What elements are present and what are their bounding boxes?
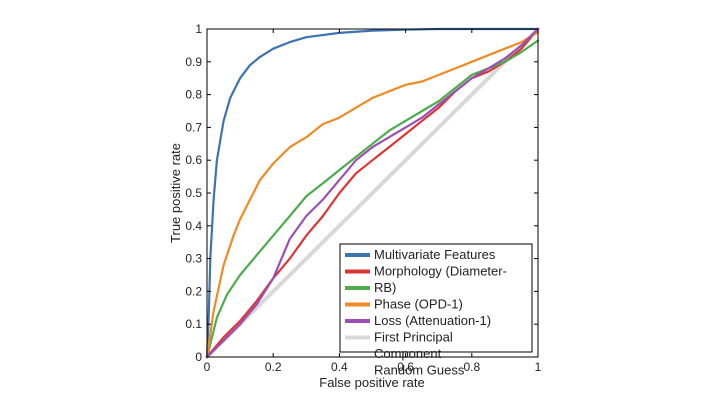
x-tick-label: 0.4 (331, 360, 348, 374)
y-tick-label: 0.3 (185, 252, 202, 266)
series-line-random-guess (205, 27, 540, 359)
series-line-morphology-diameter-rb (205, 27, 540, 359)
y-tick-label: 0.8 (185, 88, 202, 102)
x-tick-label: 0 (204, 360, 211, 374)
legend-label: Phase (OPD-1) (374, 297, 463, 312)
legend-label: First Principal (374, 330, 453, 345)
legend-label: Morphology (Diameter- (374, 264, 507, 279)
legend: Multivariate Features Morphology (Diamete… (339, 243, 533, 378)
x-axis-label: False positive rate (319, 375, 425, 390)
series-line-first-principal-component (205, 27, 540, 359)
legend-label: Random Guess (374, 363, 465, 378)
y-axis-label: True positive rate (168, 143, 183, 243)
y-tick-label: 0 (195, 350, 202, 364)
x-tick-label: 0.2 (265, 360, 282, 374)
y-tick-label: 0.9 (185, 55, 202, 69)
legend-box (339, 243, 533, 353)
y-tick-label: 0.6 (185, 153, 202, 167)
series-line-phase-opd-1 (205, 39, 540, 359)
legend-label: Multivariate Features (374, 247, 496, 262)
x-tick-label: 0.8 (463, 360, 480, 374)
x-tick-label: 0.6 (397, 360, 414, 374)
legend-label: RB) (374, 280, 396, 295)
y-tick-label: 0.1 (185, 317, 202, 331)
axes-group: 0 0.2 0.4 0.6 0.8 1 0 0.1 0.2 0.3 0.4 0.5 0.6 0.7 0.8 0… (185, 22, 541, 374)
plot-series-group (205, 27, 540, 359)
y-tick-label: 0.2 (185, 284, 202, 298)
x-tick-label: 1 (535, 360, 542, 374)
y-tick-label: 0.5 (185, 186, 202, 200)
y-tick-label: 1 (195, 22, 202, 36)
legend-label: Component (374, 346, 442, 361)
legend-label: Loss (Attenuation-1) (374, 313, 491, 328)
series-line-loss-attenuation-1 (205, 31, 540, 359)
y-tick-label: 0.4 (185, 219, 202, 233)
y-tick-label: 0.7 (185, 120, 202, 134)
